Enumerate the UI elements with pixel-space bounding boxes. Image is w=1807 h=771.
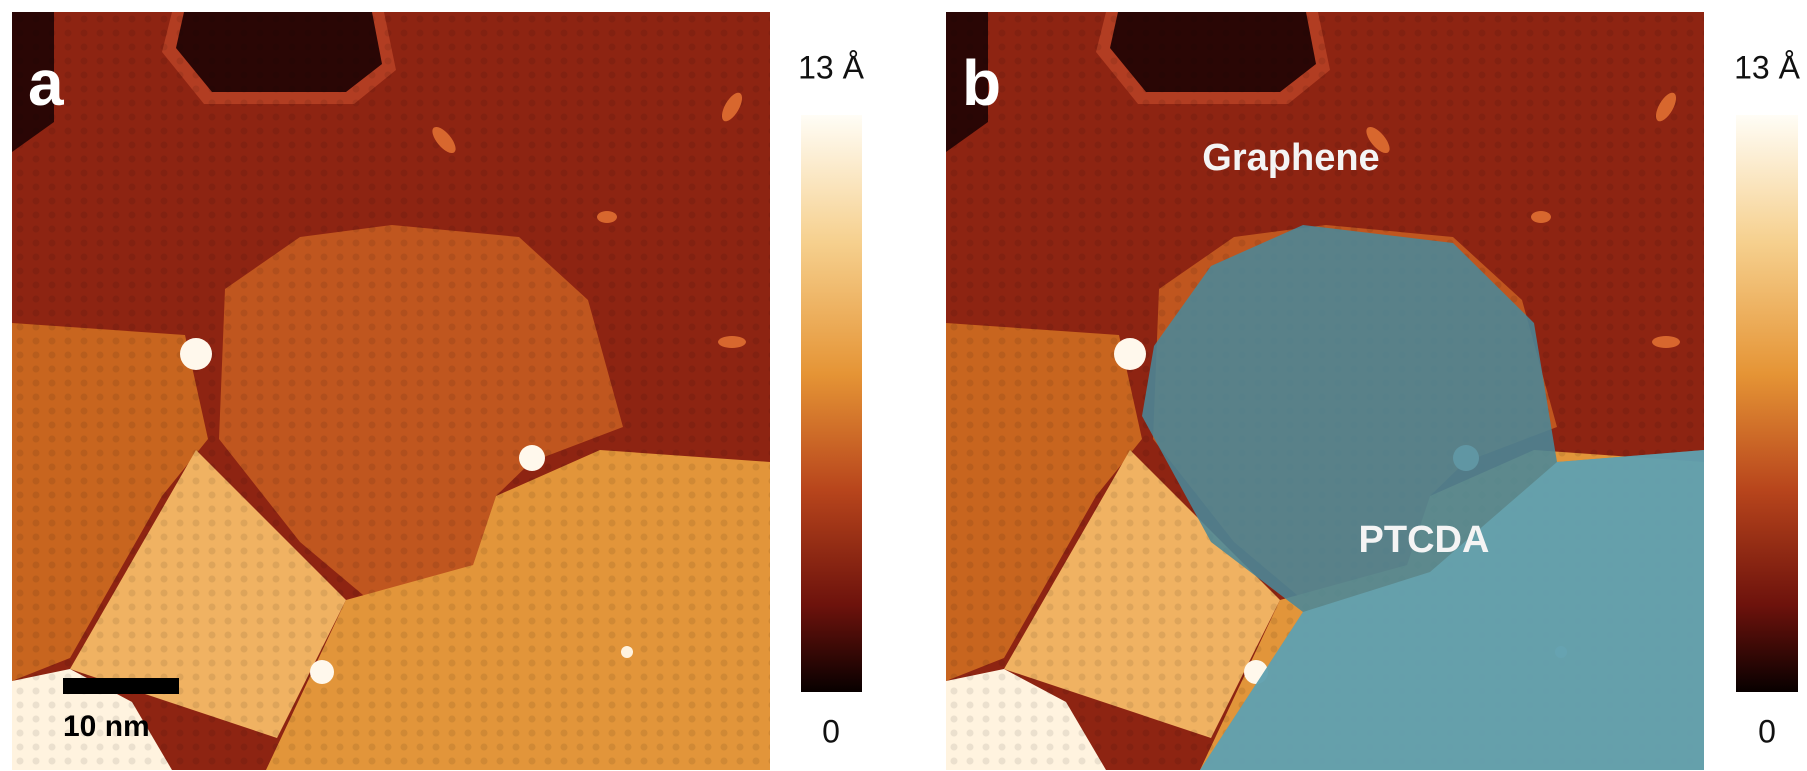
panel-label: a [28, 47, 64, 119]
colorbar [1736, 115, 1798, 692]
panel-a: a 10 nm 13 Å 0 [12, 12, 865, 770]
scale-bar-label: 10 nm [63, 710, 150, 743]
colorbar-max: 13 Å [1734, 49, 1800, 85]
stm-image [12, 12, 770, 770]
annotation: PTCDA [1359, 519, 1490, 561]
colorbar-min: 0 [822, 713, 840, 749]
panel-label: b [962, 47, 1001, 119]
figure: a 10 nm 13 Å 0 b Graphene PTCDA 13 Å 0 [0, 0, 1807, 771]
panel-b: b Graphene PTCDA 13 Å 0 [946, 12, 1801, 770]
annotation: Graphene [1202, 137, 1379, 179]
colorbar [801, 115, 862, 692]
colorbar-min: 0 [1758, 713, 1776, 749]
colorbar-max: 13 Å [798, 49, 864, 85]
scale-bar [63, 678, 179, 694]
